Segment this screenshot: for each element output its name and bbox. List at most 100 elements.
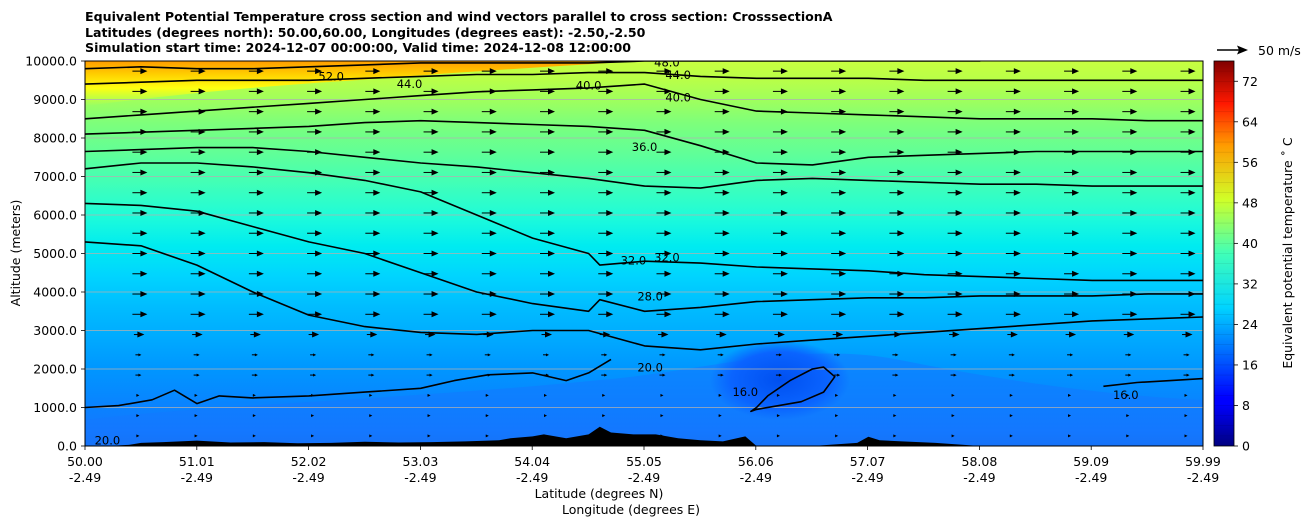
wind-arrow (835, 434, 839, 438)
contour-label: 48.0 (654, 56, 680, 70)
wind-arrow (1122, 108, 1138, 115)
wind-arrow (1064, 108, 1080, 115)
wind-arrow (136, 414, 140, 418)
x-axis-label: Latitude (degrees N) (535, 486, 664, 501)
warm-upper-left (85, 61, 640, 106)
wind-arrow (714, 209, 730, 216)
wind-arrow (889, 88, 905, 95)
x-tick-label-lat: 59.09 (1073, 454, 1109, 469)
wind-arrow (1184, 393, 1188, 397)
wind-arrow (1180, 270, 1196, 277)
wind-arrow (714, 291, 730, 298)
contour-label: 44.0 (397, 77, 423, 91)
x-tick-label-lat: 57.07 (850, 454, 886, 469)
wind-arrow (1064, 128, 1080, 135)
contour-label: 32.0 (621, 253, 647, 267)
wind-arrow (659, 353, 666, 357)
y-tick-label: 2000.0 (33, 362, 77, 377)
x-tick-label-lat: 55.05 (626, 454, 662, 469)
wind-arrow (423, 230, 439, 237)
wind-arrow (889, 68, 905, 75)
wind-arrow (950, 373, 957, 377)
wind-arrow (832, 331, 844, 338)
wind-arrow (369, 434, 373, 438)
wind-arrow (1067, 373, 1074, 377)
y-axis-label: Altitude (meters) (8, 200, 23, 307)
wind-arrow (656, 68, 672, 75)
wind-arrow (190, 311, 206, 318)
x-tick-label-lon: -2.49 (516, 470, 548, 485)
wind-arrow (772, 169, 788, 176)
wind-arrow (485, 393, 489, 397)
contour-line-36 (85, 146, 1203, 189)
x-tick-label-lat: 53.03 (403, 454, 439, 469)
wind-arrow (136, 434, 140, 438)
wind-arrow (714, 230, 730, 237)
contour-line-40 (85, 119, 1203, 166)
wind-arrow (714, 311, 730, 318)
wind-arrow (132, 68, 148, 75)
wind-arrow (1009, 393, 1013, 397)
wind-arrow (947, 230, 963, 237)
quiver-key: 50 m/s (1217, 43, 1301, 58)
wind-arrow (831, 230, 847, 237)
wind-arrow (540, 149, 556, 156)
wind-arrow (776, 434, 780, 438)
colorbar-ticks: 0 8 16 24 32 40 48 56 64 72 (1234, 74, 1258, 454)
wind-arrow (481, 68, 497, 75)
wind-arrow (598, 209, 614, 216)
wind-arrow (831, 108, 847, 115)
colorbar-bands (1214, 70, 1234, 437)
colorbar-tick-label: 16 (1242, 357, 1258, 372)
wind-arrow (1008, 373, 1015, 377)
wind-arrow (1184, 434, 1188, 438)
wind-arrow (718, 434, 722, 438)
wind-arrow (1005, 270, 1021, 277)
wind-arrow (132, 209, 148, 216)
wind-arrow (308, 331, 320, 338)
x-tick-label-lat: 58.08 (962, 454, 998, 469)
wind-arrow (423, 250, 439, 257)
wind-arrow (1068, 393, 1072, 397)
wind-arrow (598, 128, 614, 135)
wind-arrow (947, 88, 963, 95)
wind-arrow (307, 230, 323, 237)
wind-arrow (893, 414, 897, 418)
wind-arrow (889, 311, 905, 318)
x-tick-label-lat: 51.01 (179, 454, 215, 469)
wind-arrow (772, 270, 788, 277)
contour-label: 20.0 (637, 360, 663, 374)
y-tick-label: 1000.0 (33, 400, 77, 415)
x-tick-label-lon: -2.49 (1187, 470, 1219, 485)
wind-arrow (656, 209, 672, 216)
colorbar-tick-label: 56 (1242, 155, 1258, 170)
wind-arrow (598, 311, 614, 318)
wind-arrow (540, 250, 556, 257)
colorbar-tick-label: 48 (1242, 195, 1258, 210)
wind-arrow (889, 291, 905, 298)
x-axis: 50.00-2.4951.01-2.4952.02-2.4953.03-2.49… (67, 446, 1221, 485)
wind-arrow (659, 373, 666, 377)
wind-arrow (947, 250, 963, 257)
y-tick-label: 8000.0 (33, 131, 77, 146)
wind-arrow (714, 88, 730, 95)
wind-arrow (132, 108, 148, 115)
wind-arrow (893, 393, 897, 397)
wind-arrow (540, 291, 556, 298)
wind-arrow (1125, 353, 1132, 357)
wind-arrow (369, 393, 373, 397)
wind-arrow (1064, 88, 1080, 95)
wind-arrow (427, 434, 431, 438)
wind-arrow (307, 108, 323, 115)
wind-arrow (365, 291, 381, 298)
wind-arrow (423, 149, 439, 156)
contour-label: 16.0 (732, 385, 758, 399)
wind-arrow (540, 108, 556, 115)
wind-arrow (248, 189, 264, 196)
contour-label: 52.0 (318, 69, 344, 83)
colorbar: 0 8 16 24 32 40 48 56 64 72 Equivalent potential … (1213, 60, 1295, 454)
wind-arrow (310, 373, 317, 377)
contour-label: 32.0 (654, 250, 680, 264)
wind-arrow (365, 311, 381, 318)
